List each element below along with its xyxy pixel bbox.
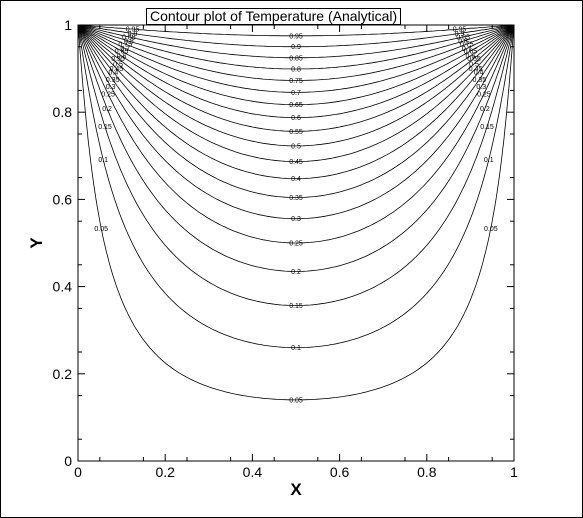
contour-label: 0.6 bbox=[117, 53, 127, 60]
x-axis-title: X bbox=[290, 480, 302, 499]
contour-label: 0.45 bbox=[469, 66, 483, 73]
contour-label: 0.95 bbox=[453, 27, 467, 34]
x-tick-label: 0 bbox=[74, 464, 82, 480]
contour-label: 0.55 bbox=[111, 56, 125, 63]
contour-label: 0.45 bbox=[289, 159, 303, 166]
contour-label: 0.4 bbox=[109, 70, 119, 77]
contour-label: 0.6 bbox=[466, 53, 476, 60]
contour-label: 0.35 bbox=[289, 195, 303, 202]
contour-label: 0.65 bbox=[464, 49, 478, 56]
contour-label: 0.1 bbox=[484, 157, 494, 164]
contour-label: 0.9 bbox=[128, 31, 138, 38]
contour-line-0.2 bbox=[77, 26, 515, 272]
contour-label: 0.7 bbox=[462, 46, 472, 53]
contour-line-0.65 bbox=[78, 24, 514, 106]
y-tick-label: 0.6 bbox=[53, 191, 73, 207]
contour-label: 0.3 bbox=[106, 84, 116, 91]
x-tick-label: 1 bbox=[510, 464, 518, 480]
contour-line-0.3 bbox=[77, 26, 515, 220]
contour-line-0.5 bbox=[77, 24, 515, 147]
contour-label: 0.35 bbox=[472, 77, 486, 84]
x-axis: 0 0.2 0.4 0.6 0.8 1 bbox=[74, 25, 518, 480]
contour-label: 0.3 bbox=[291, 216, 301, 223]
contour-line-0.7 bbox=[79, 24, 513, 93]
contour-label: 0.15 bbox=[98, 124, 112, 131]
contour-line-0.75 bbox=[79, 24, 513, 81]
contour-line-0.1 bbox=[77, 27, 515, 349]
contour-label: 0.7 bbox=[291, 90, 301, 97]
contour-line-0.85 bbox=[80, 24, 512, 59]
chart-title: Contour plot of Temperature (Analytical) bbox=[146, 8, 402, 25]
contour-label: 0.2 bbox=[291, 269, 301, 276]
contour-line-0.55 bbox=[78, 24, 514, 132]
y-axis-title: Y bbox=[27, 237, 46, 249]
contour-label: 0.05 bbox=[289, 397, 303, 404]
contour-label: 0.9 bbox=[291, 44, 301, 51]
x-tick-label: 0.8 bbox=[417, 464, 437, 480]
contour-lines-group bbox=[77, 24, 515, 401]
y-tick-label: 1 bbox=[64, 17, 72, 33]
contour-label: 0.85 bbox=[456, 34, 470, 41]
contour-label: 0.75 bbox=[460, 42, 474, 49]
contour-label: 0.6 bbox=[291, 115, 301, 122]
contour-label: 0.85 bbox=[122, 34, 136, 41]
x-tick-label: 0.4 bbox=[243, 464, 263, 480]
contour-label: 0.65 bbox=[115, 49, 129, 56]
contour-label: 0.3 bbox=[476, 84, 486, 91]
contour-label: 0.2 bbox=[102, 106, 112, 113]
contour-label: 0.25 bbox=[477, 92, 491, 99]
contour-label: 0.25 bbox=[101, 92, 115, 99]
contour-label: 0.7 bbox=[120, 46, 130, 53]
plot-border bbox=[77, 24, 515, 462]
contour-label: 0.8 bbox=[124, 39, 134, 46]
contour-line-0.25 bbox=[77, 26, 515, 244]
contour-label: 0.55 bbox=[289, 129, 303, 136]
contour-label: 0.05 bbox=[484, 226, 498, 233]
contour-label: 0.4 bbox=[474, 70, 484, 77]
contour-label: 0.65 bbox=[289, 102, 303, 109]
contour-line-0.35 bbox=[77, 25, 515, 198]
y-tick-label: 0.2 bbox=[53, 366, 73, 382]
contour-label: 0.2 bbox=[480, 106, 490, 113]
y-tick-label: 0.4 bbox=[53, 279, 73, 295]
contour-label: 0.25 bbox=[289, 241, 303, 248]
contour-label: 0.8 bbox=[458, 39, 468, 46]
x-tick-label: 0.6 bbox=[330, 464, 350, 480]
contour-line-0.6 bbox=[78, 24, 514, 119]
y-tick-label: 0.8 bbox=[53, 104, 73, 120]
contour-line-0.45 bbox=[77, 25, 515, 163]
contour-line-0.9 bbox=[80, 24, 512, 48]
contour-label: 0.15 bbox=[480, 124, 494, 131]
contour-label: 0.1 bbox=[291, 345, 301, 352]
y-axis: 0 0.2 0.4 0.6 0.8 1 bbox=[53, 17, 514, 469]
contour-label: 0.4 bbox=[291, 176, 301, 183]
contour-label: 0.75 bbox=[118, 42, 132, 49]
contour-label: 0.05 bbox=[94, 226, 108, 233]
contour-line-0.4 bbox=[77, 25, 515, 180]
contour-label: 0.5 bbox=[469, 61, 479, 68]
contour-line-0.05 bbox=[77, 27, 515, 401]
contour-label: 0.8 bbox=[291, 67, 301, 74]
contour-label: 0.5 bbox=[291, 143, 301, 150]
contour-label: 0.95 bbox=[126, 27, 140, 34]
contour-label: 0.35 bbox=[106, 77, 120, 84]
contour-label: 0.95 bbox=[289, 33, 303, 40]
x-tick-label: 0.2 bbox=[155, 464, 175, 480]
contour-label: 0.55 bbox=[467, 56, 481, 63]
contour-label: 0.85 bbox=[289, 55, 303, 62]
contour-label: 0.1 bbox=[98, 157, 108, 164]
contour-line-0.15 bbox=[77, 27, 515, 307]
contour-label: 0.45 bbox=[110, 66, 124, 73]
contour-label: 0.5 bbox=[113, 61, 123, 68]
contour-label: 0.15 bbox=[289, 303, 303, 310]
y-tick-label: 0 bbox=[64, 453, 72, 469]
contour-labels-group: 0.05 0.05 0.05 0.1 0.1 0.1 0.15 0.15 0.15 0.2 0.2 0… bbox=[94, 27, 497, 405]
contour-label: 0.9 bbox=[455, 31, 465, 38]
contour-line-0.95 bbox=[80, 24, 512, 37]
contour-line-0.8 bbox=[79, 24, 513, 70]
contour-label: 0.75 bbox=[289, 78, 303, 85]
